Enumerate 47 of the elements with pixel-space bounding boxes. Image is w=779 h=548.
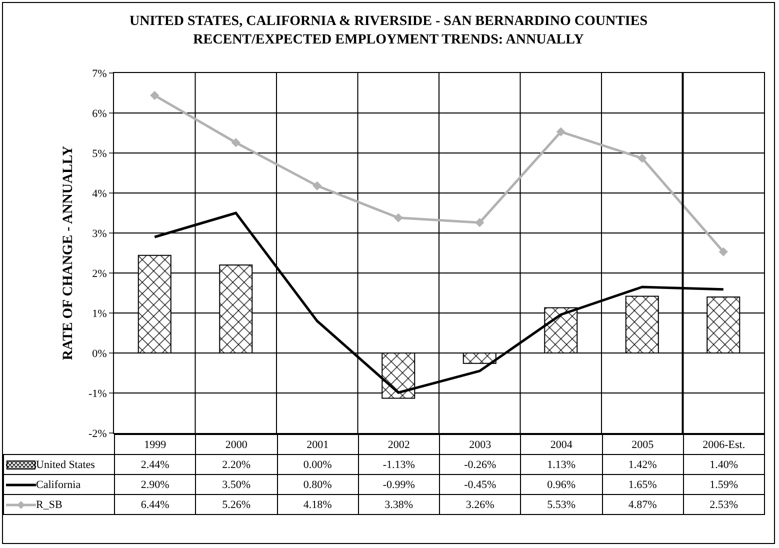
data-label: 4.87%: [602, 494, 684, 514]
x-tick-label: 2000: [196, 434, 277, 454]
legend-label: R_SB: [36, 498, 62, 510]
chart-title: UNITED STATES, CALIFORNIA & RIVERSIDE - SAN BERNARDINO COUNTIES RECENT/EXPECTED EMPLOYMENT TRENDS: ANNUALLY: [130, 14, 648, 48]
data-label: 6.44%: [114, 494, 196, 514]
x-tick-label: 2001: [277, 434, 358, 454]
data-label: 1.59%: [683, 474, 764, 494]
data-label: 0.96%: [520, 474, 602, 494]
data-label: 5.53%: [520, 494, 602, 514]
x-tick-label: 2004: [520, 434, 602, 454]
data-label: 1.13%: [520, 454, 602, 474]
x-tick-label: 1999: [114, 434, 196, 454]
y-tick-label: 3%: [92, 228, 107, 240]
data-label: 3.26%: [440, 494, 521, 514]
y-tick-label: 6%: [92, 108, 107, 120]
data-label: -0.26%: [440, 454, 521, 474]
data-label: 3.50%: [196, 474, 277, 494]
data-label: 2.44%: [114, 454, 196, 474]
data-label: -1.13%: [358, 454, 440, 474]
y-axis-title: RATE OF CHANGE - ANNUALLY: [61, 146, 76, 360]
y-tick-label: 5%: [92, 148, 107, 160]
x-tick-label: 2002: [358, 434, 440, 454]
data-label: 2.20%: [196, 454, 277, 474]
x-tick-label: 2003: [440, 434, 521, 454]
data-label: 4.18%: [277, 494, 358, 514]
data-label: 0.00%: [277, 454, 358, 474]
y-tick-label: -1%: [88, 388, 107, 400]
data-label: -0.99%: [358, 474, 440, 494]
data-label: 1.42%: [602, 454, 684, 474]
data-label: 3.38%: [358, 494, 440, 514]
data-label: 1.65%: [602, 474, 684, 494]
data-label: 0.80%: [277, 474, 358, 494]
y-tick-label: 1%: [92, 308, 107, 320]
data-label: 1.40%: [683, 454, 764, 474]
x-tick-label: 2005: [602, 434, 684, 454]
data-label: -0.45%: [440, 474, 521, 494]
y-tick-label: 2%: [92, 268, 107, 280]
y-tick-label: 7%: [92, 68, 107, 80]
y-tick-label: 4%: [92, 188, 107, 200]
data-label: 2.53%: [683, 494, 764, 514]
data-label: 5.26%: [196, 494, 277, 514]
y-tick-label: 0%: [92, 348, 107, 360]
data-label: 2.90%: [114, 474, 196, 494]
y-tick-label: -2%: [88, 428, 107, 440]
x-tick-label: 2006-Est.: [683, 434, 764, 454]
legend-label: United States: [36, 458, 95, 470]
legend-label: California: [36, 478, 81, 490]
